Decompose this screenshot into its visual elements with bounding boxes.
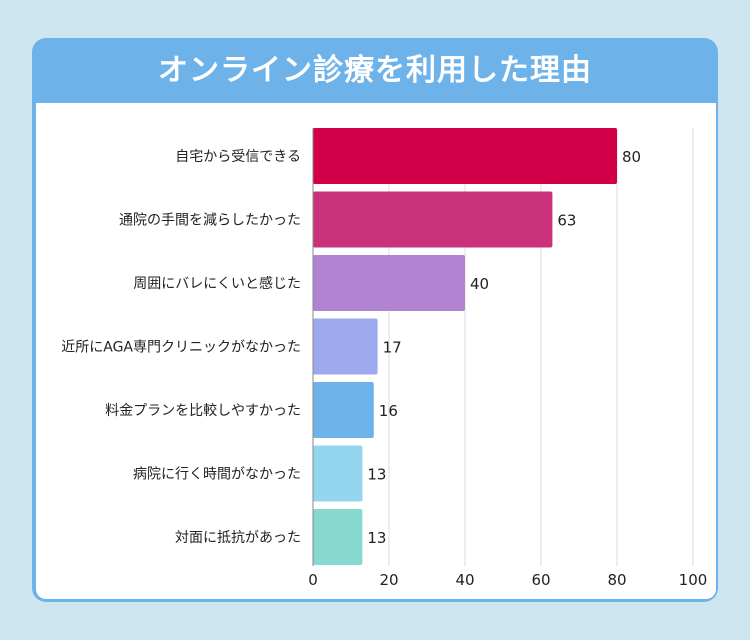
category-label-6: 対面に抵抗があった (175, 530, 301, 546)
bar-6 (313, 509, 363, 565)
bar-1 (313, 191, 553, 248)
category-label-4: 料金プランを比較しやすかった (105, 403, 301, 419)
bar-2 (313, 255, 465, 311)
bar-0 (313, 128, 617, 184)
category-label-3: 近所にAGA専門クリニックがなかった (61, 340, 301, 356)
category-label-1: 通院の手間を減らしたかった (119, 212, 301, 229)
bar-5 (313, 445, 363, 502)
value-label-1: 63 (557, 212, 576, 230)
value-label-0: 80 (622, 148, 641, 166)
x-tick-label-40: 40 (455, 571, 474, 589)
value-label-2: 40 (470, 275, 489, 293)
category-label-2: 周囲にバレにくいと感じた (133, 275, 301, 292)
x-tick-label-0: 0 (308, 571, 318, 589)
category-label-0: 自宅から受信できる (175, 149, 301, 165)
x-tick-label-20: 20 (379, 571, 398, 589)
category-label-5: 病院に行く時間がなかった (133, 467, 301, 483)
value-label-4: 16 (379, 402, 398, 420)
bar-3 (313, 318, 378, 375)
x-tick-label-100: 100 (679, 571, 708, 589)
x-tick-label-80: 80 (607, 571, 626, 589)
x-tick-label-60: 60 (531, 571, 550, 589)
value-label-6: 13 (367, 529, 386, 547)
value-label-3: 17 (383, 339, 402, 357)
bar-4 (313, 382, 374, 438)
chart-title: オンライン診療を利用した理由 (158, 53, 592, 88)
value-label-5: 13 (367, 466, 386, 484)
